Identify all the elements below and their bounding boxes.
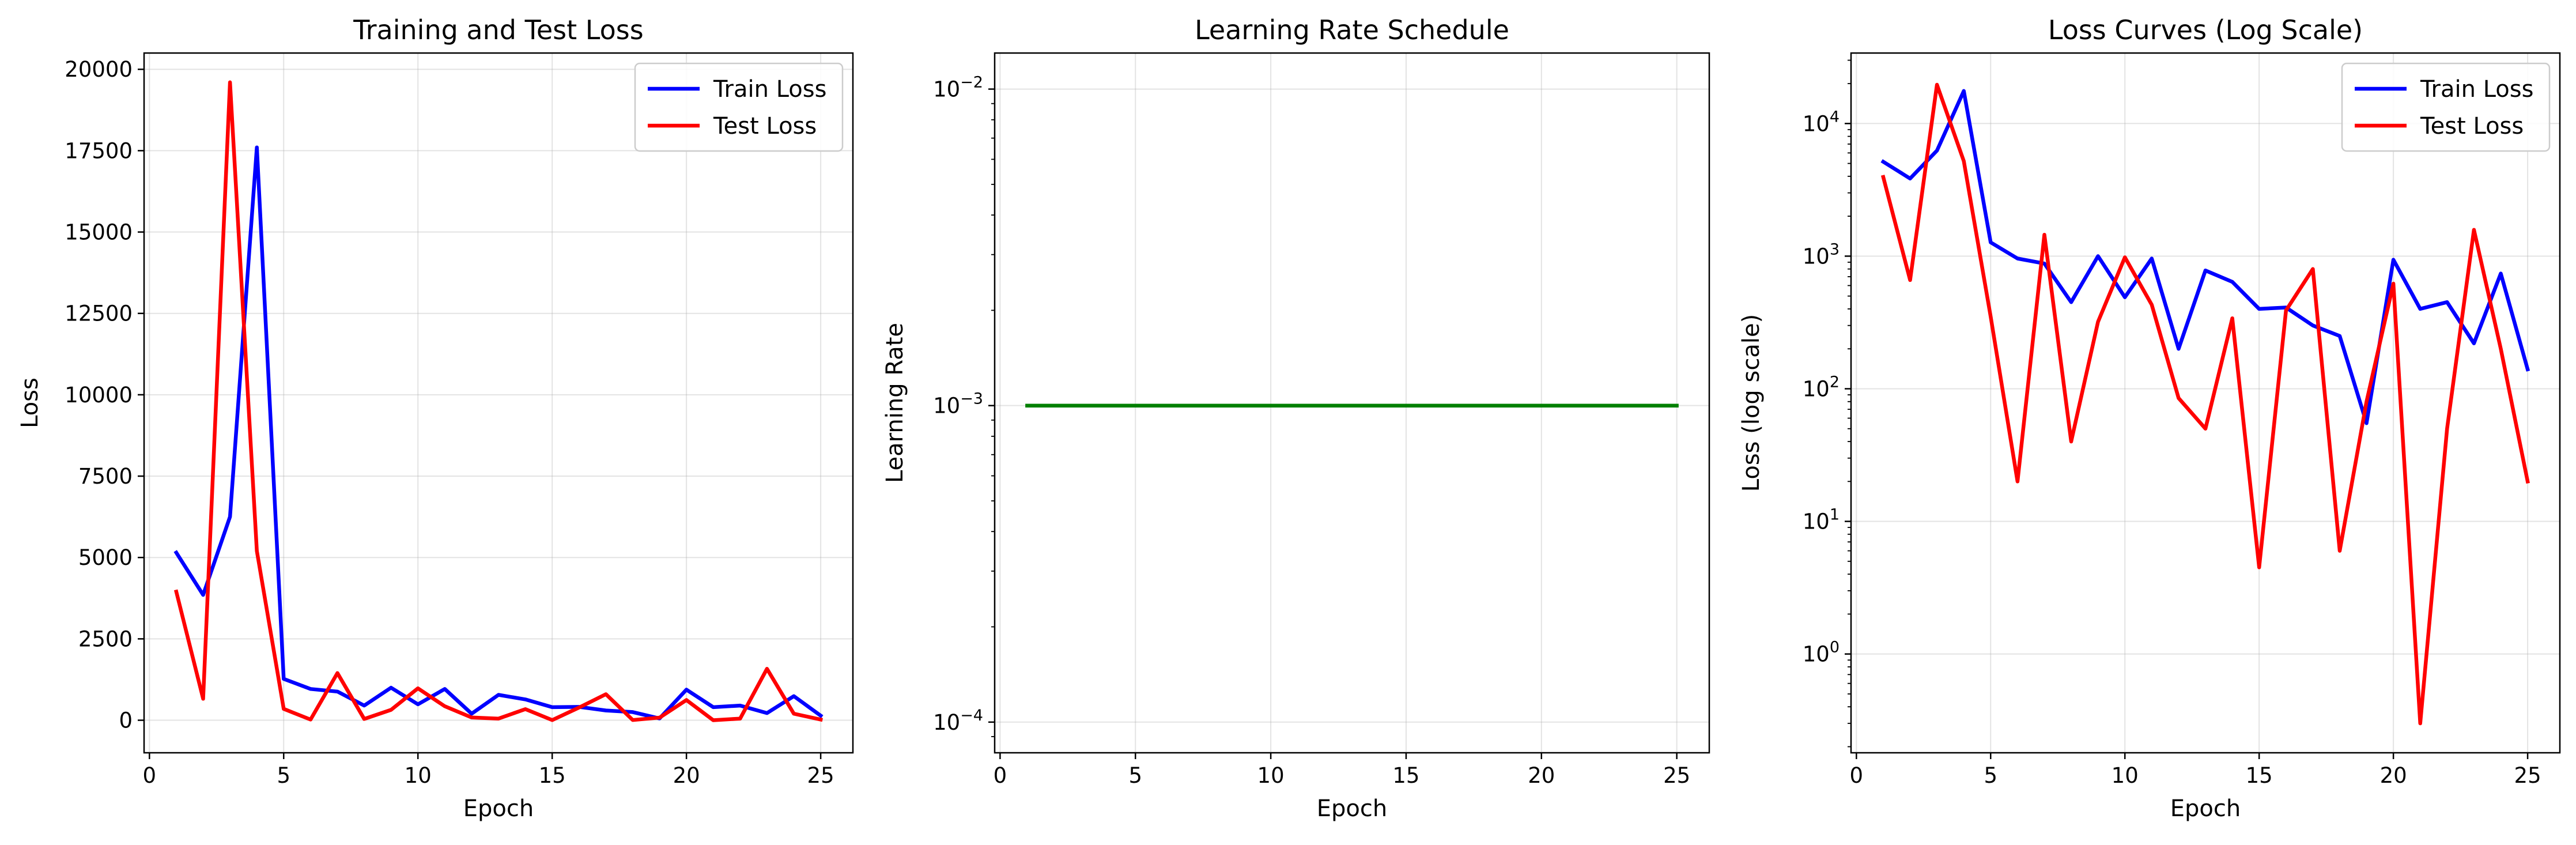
x-tick-label: 10 [1257, 763, 1285, 788]
x-tick-label: 5 [1128, 763, 1142, 788]
legend: Train Loss Test Loss [634, 62, 844, 152]
y-tick-label: 104 [1803, 108, 1840, 136]
x-tick-label: 5 [277, 763, 290, 788]
chart-panel-3: 0 5 10 15 20 25 100 101 102 103 104 Loss Curves (Lo… [1738, 14, 2561, 822]
legend-box [634, 62, 844, 152]
y-axis-label: Loss (log scale) [1738, 314, 1765, 492]
series-line-train-loss [173, 145, 824, 720]
y-tick-label: 20000 [65, 57, 133, 82]
y-tick-label: 12500 [65, 301, 133, 326]
y-tick-label: 103 [1803, 240, 1840, 269]
legend-label: Train Loss [2420, 76, 2533, 103]
x-tick-label: 0 [143, 763, 157, 788]
chart-title: Training and Test Loss [353, 14, 643, 46]
x-tick-label: 10 [405, 763, 432, 788]
y-axis-label: Learning Rate [882, 323, 908, 483]
y-tick-label: 15000 [65, 220, 133, 245]
chart-title: Loss Curves (Log Scale) [2048, 14, 2363, 46]
x-tick-label: 15 [539, 763, 566, 788]
y-tick-label: 100 [1803, 639, 1840, 667]
y-tick-label: 10000 [65, 383, 133, 408]
y-tick-label: 10−2 [933, 74, 983, 102]
y-tick-label: 5000 [78, 545, 133, 570]
legend-label: Test Loss [713, 113, 817, 139]
x-tick-label: 0 [1850, 763, 1864, 788]
y-tick-label: 10−3 [933, 390, 983, 418]
x-tick-label: 25 [2514, 763, 2541, 788]
y-tick-label: 0 [119, 708, 133, 733]
series-line-test-loss [173, 80, 823, 722]
y-tick-label: 7500 [78, 464, 133, 489]
legend-label: Test Loss [2420, 113, 2524, 139]
x-tick-label: 15 [2246, 763, 2273, 788]
x-tick-label: 20 [673, 763, 700, 788]
axes-frame [994, 52, 1710, 754]
series-line-test-loss [1880, 82, 2530, 726]
y-axis-label: Loss [17, 378, 43, 428]
x-axis-label: Epoch [2170, 795, 2241, 822]
x-tick-label: 20 [1528, 763, 1555, 788]
legend: Train Loss Test Loss [2341, 62, 2551, 152]
series-line-train-loss [1880, 89, 2530, 425]
chart-panel-2: 0 5 10 15 20 25 10−4 10−3 10−2 Learning Rate Sche… [882, 14, 1710, 822]
x-tick-label: 25 [807, 763, 834, 788]
x-tick-label: 20 [2380, 763, 2407, 788]
x-axis-label: Epoch [463, 795, 534, 822]
legend-label: Train Loss [713, 76, 826, 103]
x-tick-label: 5 [1984, 763, 1997, 788]
chart-panel-1: 0 5 10 15 20 25 0 2500 5000 7500 10000 12500 15000 17… [17, 14, 854, 822]
axes-frame [143, 52, 854, 754]
chart-title: Learning Rate Schedule [1195, 14, 1509, 46]
legend-box [2341, 62, 2551, 152]
x-tick-label: 10 [2112, 763, 2139, 788]
y-tick-label: 101 [1803, 506, 1840, 534]
x-tick-label: 25 [1663, 763, 1690, 788]
y-tick-label: 10−4 [933, 707, 983, 735]
x-tick-label: 0 [994, 763, 1007, 788]
axes-frame [1850, 52, 2561, 754]
x-axis-label: Epoch [1317, 795, 1387, 822]
y-tick-label: 102 [1803, 373, 1840, 401]
y-tick-label: 2500 [78, 627, 133, 651]
y-tick-label: 17500 [65, 138, 133, 163]
x-tick-label: 15 [1392, 763, 1419, 788]
